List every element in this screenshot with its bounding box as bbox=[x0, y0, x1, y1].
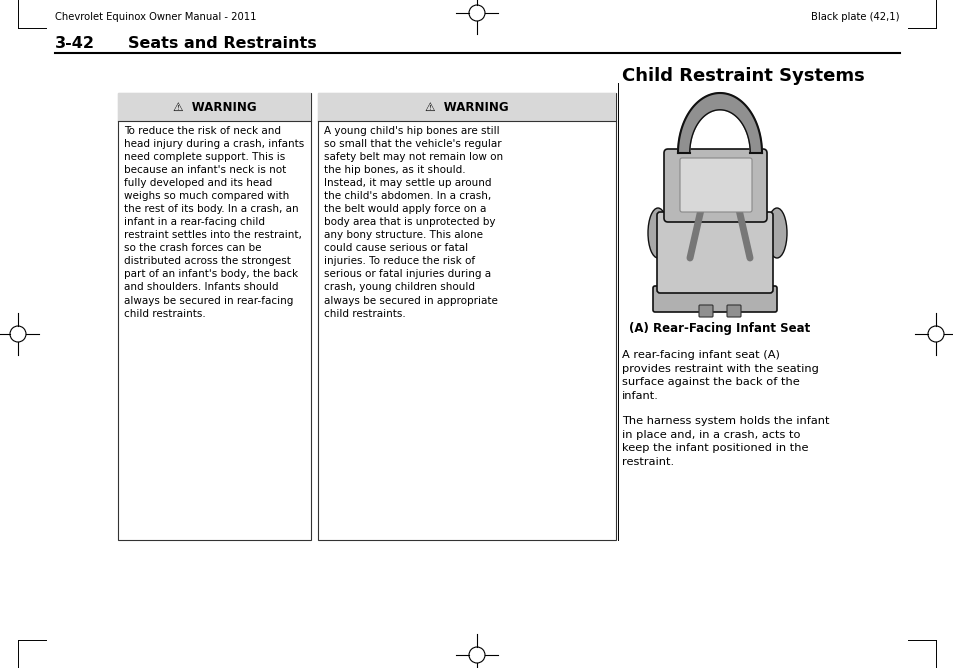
Ellipse shape bbox=[766, 208, 786, 258]
FancyBboxPatch shape bbox=[657, 212, 772, 293]
FancyBboxPatch shape bbox=[699, 305, 712, 317]
Text: ⚠  WARNING: ⚠ WARNING bbox=[425, 100, 508, 114]
Text: To reduce the risk of neck and
head injury during a crash, infants
need complete: To reduce the risk of neck and head inju… bbox=[124, 126, 304, 319]
FancyBboxPatch shape bbox=[652, 286, 776, 312]
Bar bbox=[118, 93, 311, 121]
FancyBboxPatch shape bbox=[663, 149, 766, 222]
Text: 3-42: 3-42 bbox=[55, 36, 95, 51]
Text: Black plate (42,1): Black plate (42,1) bbox=[811, 12, 899, 22]
FancyBboxPatch shape bbox=[679, 158, 751, 212]
Text: Chevrolet Equinox Owner Manual - 2011: Chevrolet Equinox Owner Manual - 2011 bbox=[55, 12, 256, 22]
Text: (A) Rear-Facing Infant Seat: (A) Rear-Facing Infant Seat bbox=[629, 322, 810, 335]
Text: A rear-facing infant seat (A)
provides restraint with the seating
surface agains: A rear-facing infant seat (A) provides r… bbox=[621, 350, 818, 401]
Bar bbox=[118, 93, 311, 540]
Text: The harness system holds the infant
in place and, in a crash, acts to
keep the i: The harness system holds the infant in p… bbox=[621, 416, 828, 467]
Text: ⚠  WARNING: ⚠ WARNING bbox=[172, 100, 256, 114]
Bar bbox=[317, 93, 616, 121]
Ellipse shape bbox=[647, 208, 667, 258]
Text: Seats and Restraints: Seats and Restraints bbox=[128, 36, 316, 51]
FancyBboxPatch shape bbox=[726, 305, 740, 317]
Text: Child Restraint Systems: Child Restraint Systems bbox=[621, 67, 863, 85]
Bar bbox=[317, 93, 616, 540]
Polygon shape bbox=[678, 93, 761, 153]
Text: A young child's hip bones are still
so small that the vehicle's regular
safety b: A young child's hip bones are still so s… bbox=[324, 126, 502, 319]
